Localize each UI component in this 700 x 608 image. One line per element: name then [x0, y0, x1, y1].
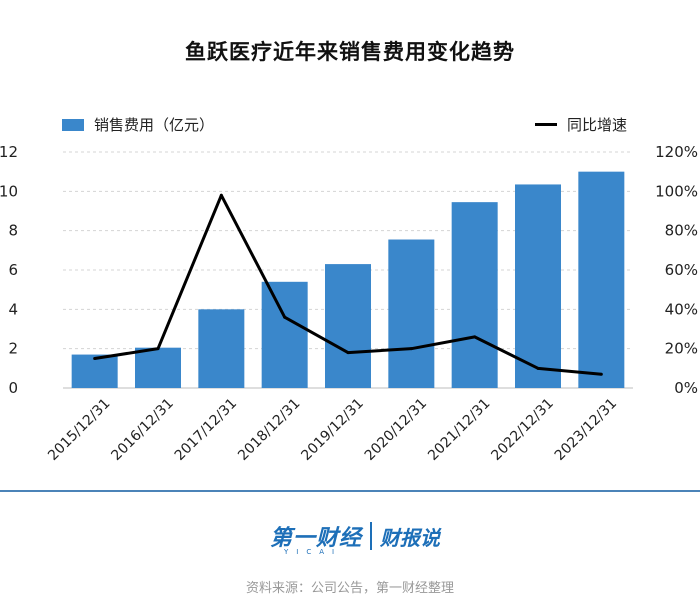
y-right-tick-label: 40%: [665, 300, 698, 318]
y-right-tick-label: 120%: [655, 143, 698, 161]
bar-sales-expense: [451, 202, 498, 388]
chart-title: 鱼跃医疗近年来销售费用变化趋势: [185, 40, 515, 64]
line-point: [93, 357, 97, 360]
bar-sales-expense: [198, 309, 245, 388]
y-right-tick-label: 60%: [665, 261, 698, 279]
x-tick-label: 2018/12/31: [235, 396, 303, 464]
y-left-tick-label: 4: [8, 300, 18, 318]
x-tick-label: 2016/12/31: [108, 396, 176, 464]
y-left-tick-label: 8: [8, 222, 18, 240]
legend-bar-label: 销售费用（亿元）: [94, 116, 215, 134]
logo-sub: YICAI: [284, 548, 343, 556]
logo-brand: 第一财经: [270, 526, 363, 551]
line-point: [283, 315, 287, 319]
y-left-tick-label: 6: [8, 261, 18, 279]
chart-plot: 0246810120%20%40%60%80%100%120%2015/12/3…: [0, 143, 698, 464]
y-right-tick-label: 0%: [674, 379, 698, 397]
x-tick-label: 2022/12/31: [488, 396, 556, 464]
line-point: [473, 335, 477, 339]
bar-sales-expense: [71, 354, 118, 388]
legend-bar-swatch: [62, 118, 84, 131]
x-tick-label: 2021/12/31: [425, 396, 493, 464]
line-point: [346, 351, 350, 355]
bar-sales-expense: [515, 184, 561, 388]
legend-line: 同比增速: [535, 114, 627, 135]
x-tick-label: 2015/12/31: [45, 396, 113, 464]
y-right-tick-label: 20%: [665, 340, 698, 358]
y-right-tick-label: 100%: [655, 182, 698, 200]
bar-sales-expense: [135, 347, 181, 388]
footer-divider: [0, 490, 700, 492]
line-point: [156, 347, 160, 351]
legend-line-label: 同比增速: [567, 116, 628, 134]
bar-sales-expense: [325, 264, 371, 388]
bar-sales-expense: [261, 281, 308, 388]
yicai-logo: 第一财经 YICAI 财报说: [270, 518, 441, 556]
x-tick-label: 2019/12/31: [298, 396, 366, 464]
x-tick-label: 2023/12/31: [552, 396, 620, 464]
line-point: [536, 366, 540, 370]
bar-sales-expense: [388, 239, 435, 388]
y-left-tick-label: 0: [8, 379, 18, 397]
y-left-tick-label: 12: [0, 143, 18, 161]
y-left-tick-label: 2: [8, 340, 18, 358]
line-point: [599, 372, 603, 376]
line-point: [219, 193, 223, 197]
logo-separator: [370, 522, 373, 550]
y-right-tick-label: 80%: [665, 222, 698, 240]
legend-bar: 销售费用（亿元）: [62, 114, 214, 135]
line-point: [409, 347, 413, 351]
logo-column: 财报说: [380, 525, 441, 550]
x-tick-label: 2017/12/31: [172, 396, 240, 464]
bar-sales-expense: [578, 171, 625, 388]
legend-line-swatch: [535, 123, 557, 126]
source-note: 资料来源：公司公告，第一财经整理: [245, 581, 454, 596]
x-tick-label: 2020/12/31: [362, 396, 430, 464]
y-left-tick-label: 10: [0, 182, 18, 200]
